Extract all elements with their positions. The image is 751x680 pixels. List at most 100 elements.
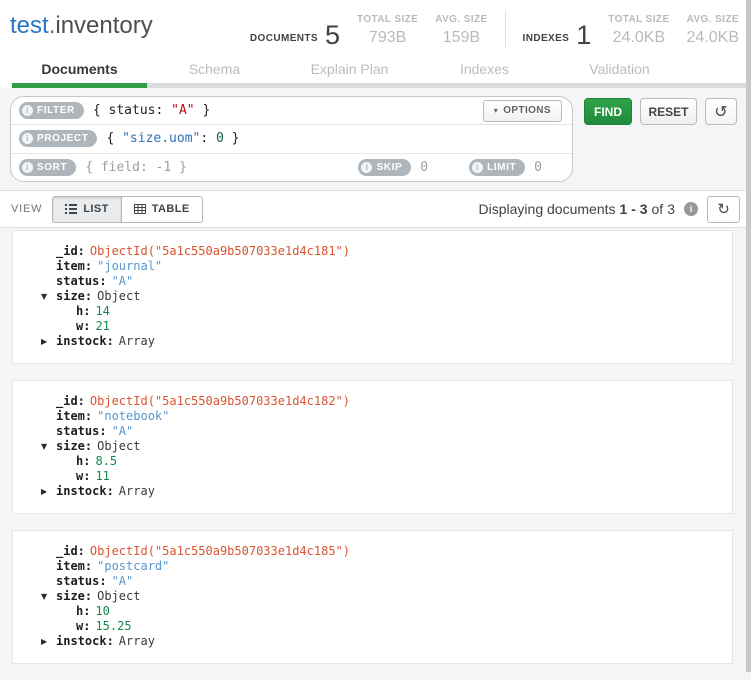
sort-input[interactable]: { field: -1 } [85,159,187,175]
scrollbar[interactable] [746,0,751,672]
field-value[interactable]: 14 [95,304,110,318]
field-key: w: [76,319,91,333]
list-view-button[interactable]: LIST [52,195,122,223]
document-field-row: item: "postcard" [13,559,732,574]
collapse-arrow-icon[interactable]: ▼ [41,592,48,601]
document-field-row: status: "A" [13,274,732,289]
collapse-arrow-icon[interactable]: ▼ [41,292,48,301]
project-input[interactable]: { "size.uom": 0 } [106,131,240,147]
field-value[interactable]: 21 [95,319,110,333]
refresh-documents-button[interactable]: ↻ [707,195,740,223]
document-list-toolbar: VIEW LIST TABLE Displaying documents 1 - … [0,190,751,228]
reset-button[interactable]: RESET [640,98,697,125]
info-icon[interactable]: i [22,161,33,173]
field-value[interactable]: "A" [111,274,134,288]
field-key: w: [76,619,91,633]
options-label: OPTIONS [503,105,551,117]
stats-divider [504,11,506,47]
avg-size-value: 159B [442,29,481,46]
document-card: _id: ObjectId("5a1c550a9b507033e1d4c181")… [12,230,733,364]
document-field-row: _id: ObjectId("5a1c550a9b507033e1d4c185") [13,544,732,559]
document-field-row: h: 8.5 [13,454,732,469]
collection-tabs: Documents Schema Explain Plan Indexes Va… [12,55,687,83]
field-key: status: [56,424,107,438]
filter-input[interactable]: { status: "A" } [92,103,211,119]
tab-validation[interactable]: Validation [589,61,650,77]
query-history-button[interactable]: ↺ [705,98,737,125]
skip-input[interactable]: 0 [420,159,429,175]
document-field-row: h: 10 [13,604,732,619]
field-value[interactable]: 8.5 [95,454,118,468]
document-card: _id: ObjectId("5a1c550a9b507033e1d4c182")… [12,380,733,514]
field-key: w: [76,469,91,483]
document-field-row: h: 14 [13,304,732,319]
document-field-row: status: "A" [13,424,732,439]
field-value[interactable]: ObjectId("5a1c550a9b507033e1d4c182") [89,394,350,408]
field-value[interactable]: ObjectId("5a1c550a9b507033e1d4c181") [89,244,350,258]
field-key: instock: [56,634,114,648]
table-view-button[interactable]: TABLE [120,195,203,223]
indexes-count: 1 [576,20,592,51]
document-field-row: ▶ instock: Array [13,634,732,649]
field-value[interactable]: 11 [95,469,110,483]
field-key: _id: [56,544,85,558]
field-value[interactable]: Object [97,289,141,303]
avg-size-label: AVG. SIZE [686,14,739,25]
info-icon[interactable]: i [361,161,373,173]
field-value[interactable]: Object [97,439,141,453]
info-icon[interactable]: i [684,202,698,216]
tab-explain-plan[interactable]: Explain Plan [310,61,389,77]
field-value[interactable]: "A" [111,424,134,438]
field-key: instock: [56,334,114,348]
table-icon [133,204,146,214]
field-key: h: [76,304,91,318]
field-value[interactable]: "A" [111,574,134,588]
collapse-arrow-icon[interactable]: ▼ [41,442,48,451]
field-value[interactable]: "journal" [97,259,163,273]
skip-pill: i SKIP [358,158,412,176]
tab-documents[interactable]: Documents [41,61,118,77]
document-field-row: w: 21 [13,319,732,334]
tab-underline-track [147,83,751,88]
tab-schema[interactable]: Schema [188,61,241,77]
documents-stat: DOCUMENTS 5 [250,6,340,52]
document-field-row: ▼ size: Object [13,439,732,454]
refresh-icon: ↻ [717,200,730,218]
field-value[interactable]: "notebook" [97,409,170,423]
field-key: item: [56,409,93,423]
field-value[interactable]: Array [118,634,155,648]
info-icon[interactable]: i [22,133,33,145]
info-icon[interactable]: i [472,161,484,173]
find-button[interactable]: FIND [584,98,632,125]
view-switcher: LIST TABLE [52,195,203,223]
avg-size-label: AVG. SIZE [435,14,488,25]
field-value[interactable]: Object [97,589,141,603]
expand-arrow-icon[interactable]: ▶ [41,337,48,346]
limit-input[interactable]: 0 [534,159,542,175]
tab-indexes[interactable]: Indexes [459,61,510,77]
expand-arrow-icon[interactable]: ▶ [41,487,48,496]
project-pill: i PROJECT [19,130,98,148]
documents-stat-label: DOCUMENTS [249,33,318,44]
filter-pill-label: FILTER [37,105,75,117]
info-icon[interactable]: i [22,105,33,117]
document-field-row: w: 15.25 [13,619,732,634]
field-value[interactable]: Array [118,334,155,348]
field-value[interactable]: 15.25 [95,619,132,633]
total-size-label: TOTAL SIZE [608,14,670,25]
document-field-row: _id: ObjectId("5a1c550a9b507033e1d4c181") [13,244,732,259]
field-value[interactable]: "postcard" [97,559,170,573]
field-key: item: [56,259,93,273]
field-value[interactable]: ObjectId("5a1c550a9b507033e1d4c185") [89,544,350,558]
expand-arrow-icon[interactable]: ▶ [41,637,48,646]
skip-limit-group: i SKIP 0 i LIMIT 0 [358,158,564,176]
database-name: test [10,12,49,39]
field-key: size: [56,289,93,303]
document-field-row: status: "A" [13,574,732,589]
options-button[interactable]: ▾ OPTIONS [482,99,562,122]
field-value[interactable]: 10 [95,604,110,618]
collection-name: inventory [55,12,153,39]
active-tab-underline [12,83,147,88]
field-value[interactable]: Array [118,484,155,498]
